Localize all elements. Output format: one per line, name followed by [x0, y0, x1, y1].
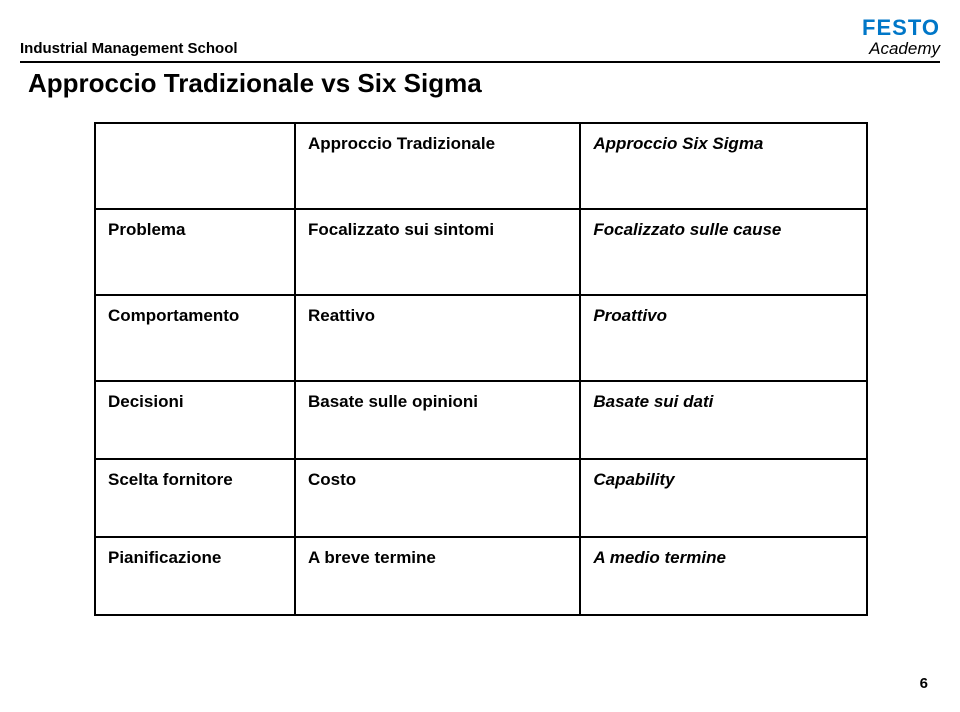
cell-decisioni-trad: Basate sulle opinioni: [295, 381, 580, 459]
table-row: Scelta fornitore Costo Capability: [95, 459, 867, 537]
cell-decisioni-six: Basate sui dati: [580, 381, 867, 459]
table-row: Pianificazione A breve termine A medio t…: [95, 537, 867, 615]
table-row: Problema Focalizzato sui sintomi Focaliz…: [95, 209, 867, 295]
row-label-comportamento: Comportamento: [95, 295, 295, 381]
page-title: Approccio Tradizionale vs Six Sigma: [28, 68, 482, 99]
page-number: 6: [920, 675, 928, 692]
comparison-table: Approccio Tradizionale Approccio Six Sig…: [94, 122, 868, 616]
row-label-pianificazione: Pianificazione: [95, 537, 295, 615]
cell-fornitore-six: Capability: [580, 459, 867, 537]
brand-academy-text: Academy: [862, 38, 940, 57]
page-header: Industrial Management School FESTO Acade…: [20, 18, 940, 63]
cell-pianificazione-six: A medio termine: [580, 537, 867, 615]
brand-logo: FESTO Academy: [862, 18, 940, 57]
row-label-decisioni: Decisioni: [95, 381, 295, 459]
row-label-problema: Problema: [95, 209, 295, 295]
row-label-fornitore: Scelta fornitore: [95, 459, 295, 537]
cell-comportamento-trad: Reattivo: [295, 295, 580, 381]
header-empty-cell: [95, 123, 295, 209]
cell-pianificazione-trad: A breve termine: [295, 537, 580, 615]
table-header-row: Approccio Tradizionale Approccio Six Sig…: [95, 123, 867, 209]
cell-fornitore-trad: Costo: [295, 459, 580, 537]
table-row: Comportamento Reattivo Proattivo: [95, 295, 867, 381]
school-name: Industrial Management School: [20, 40, 238, 57]
cell-problema-six: Focalizzato sulle cause: [580, 209, 867, 295]
table-row: Decisioni Basate sulle opinioni Basate s…: [95, 381, 867, 459]
header-sixsigma: Approccio Six Sigma: [580, 123, 867, 209]
header-traditional: Approccio Tradizionale: [295, 123, 580, 209]
brand-festo-text: FESTO: [862, 18, 940, 38]
cell-comportamento-six: Proattivo: [580, 295, 867, 381]
cell-problema-trad: Focalizzato sui sintomi: [295, 209, 580, 295]
